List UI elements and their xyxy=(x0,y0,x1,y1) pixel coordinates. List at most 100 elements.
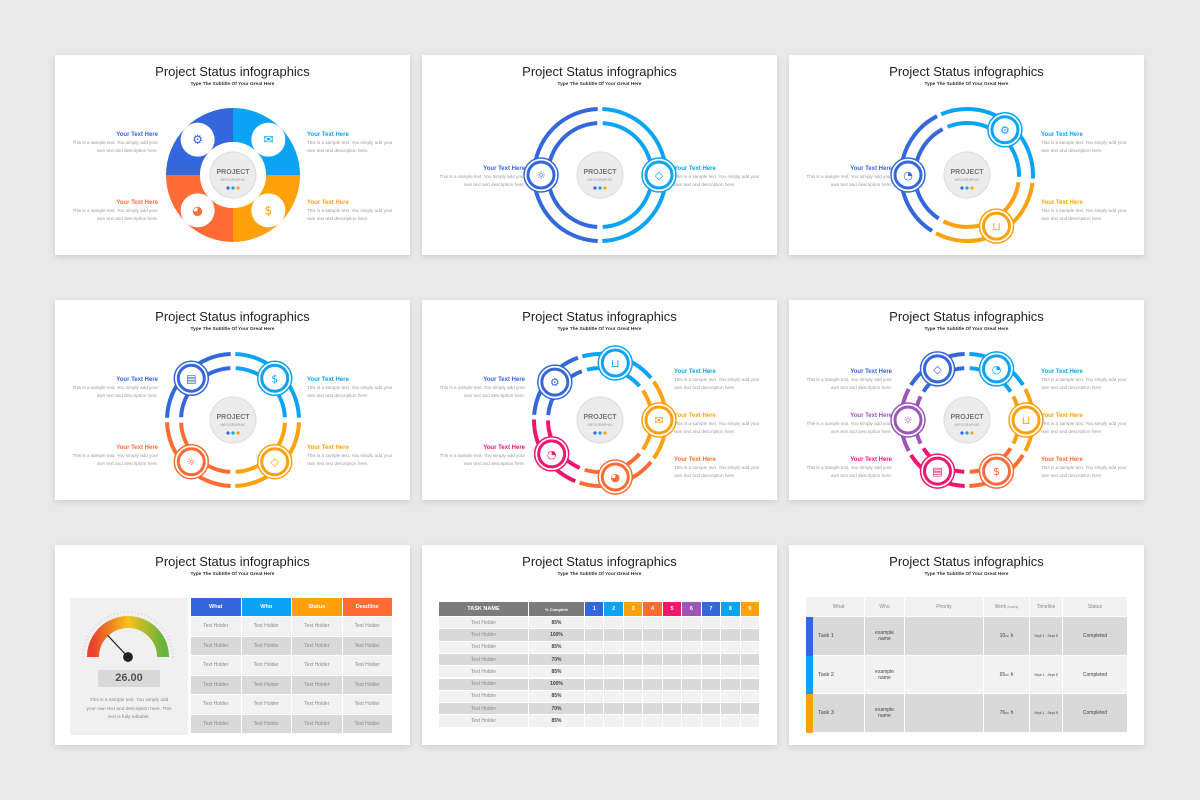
table-cell: Text Holder xyxy=(241,617,292,637)
table-header-who[interactable]: Who xyxy=(241,598,292,617)
timeline-cell xyxy=(662,629,683,642)
node xyxy=(537,439,567,469)
task-name: Task 3 xyxy=(813,694,865,734)
gauge-tick xyxy=(106,615,109,618)
timeline-cell xyxy=(721,629,741,642)
timeline-cell xyxy=(662,617,683,630)
timeline-cell xyxy=(701,703,722,716)
table-cell: Text Holder xyxy=(342,617,393,637)
text-block-description: This is a sample text. You simply add yo… xyxy=(806,174,892,187)
percent-cell: 85% xyxy=(529,715,585,728)
timeline-cell xyxy=(604,678,624,691)
center-title: PROJECT xyxy=(950,169,984,176)
slide-2[interactable]: ☼ ◇ PROJECT INFOGRAPHIC Project Status infog… xyxy=(422,55,777,255)
slide-8[interactable]: Project Status infographics Type The Subt… xyxy=(422,545,777,745)
timeline-cell xyxy=(643,715,663,728)
diamond-icon: ◇ xyxy=(655,169,664,182)
text-block-description: This is a sample text. You simply add yo… xyxy=(806,421,892,434)
text-block-description: This is a sample text. You simply add yo… xyxy=(1041,377,1127,390)
timeline-cell xyxy=(585,690,605,704)
text-block-description: This is a sample text. You simply add yo… xyxy=(806,465,892,478)
center-subtitle: INFOGRAPHIC xyxy=(955,178,980,182)
table-cell: Text Holder xyxy=(292,636,343,656)
center-circle xyxy=(209,396,257,444)
work-value: 76 xyxy=(999,710,1006,717)
diamond-icon: ◇ xyxy=(933,363,942,376)
timeline-cell xyxy=(721,703,741,716)
work-decimal: 00 xyxy=(1005,633,1009,638)
percent-cell: 85% xyxy=(529,666,585,679)
text-block-title: Your Text Here xyxy=(307,200,349,206)
center-subtitle: INFOGRAPHIC xyxy=(955,423,980,427)
text-block-description: This is a sample text. You simply add yo… xyxy=(806,377,892,390)
left-text-block: Your Text Here This is a sample text. You… xyxy=(800,165,892,189)
timeline-cell xyxy=(662,641,683,654)
priority-gauge xyxy=(905,617,984,656)
status-cell: Completed xyxy=(1063,655,1128,695)
timeline-cell xyxy=(604,703,624,716)
mail-icon: ✉ xyxy=(654,414,663,427)
percent-cell: 70% xyxy=(529,703,585,716)
day-column-header: 8 xyxy=(721,602,741,617)
timeline-cell xyxy=(643,617,663,630)
slide-9[interactable]: Project Status infographics Type The Subt… xyxy=(789,545,1144,745)
work-unit-note: (hours) xyxy=(1007,604,1019,609)
left-text-block: Your Text Here This is a sample text. You… xyxy=(66,376,158,400)
timeline-cell xyxy=(662,715,683,728)
text-block-description: This is a sample text. You simply add yo… xyxy=(307,140,393,153)
work-value: 65 xyxy=(999,671,1006,678)
percent-cell: 85% xyxy=(529,690,585,704)
header-label: What xyxy=(832,603,845,610)
node xyxy=(923,354,952,384)
text-block-title: Your Text Here xyxy=(116,445,158,451)
right-text-block: Your Text Here This is a sample text. You… xyxy=(307,131,399,155)
node xyxy=(260,447,290,477)
timeline-cell xyxy=(682,690,702,704)
work-value: 10 xyxy=(999,632,1006,639)
gauge-tick xyxy=(88,632,91,635)
center-dot xyxy=(236,186,240,190)
work-unit: h xyxy=(1010,671,1014,678)
center-dot xyxy=(960,186,964,190)
center-subtitle: INFOGRAPHIC xyxy=(221,178,246,182)
slide-title: Project Status infographics xyxy=(522,64,677,79)
table-header-status[interactable]: Status xyxy=(292,598,343,617)
left-text-block: Your Text Here This is a sample text. You… xyxy=(800,412,892,436)
text-block-title: Your Text Here xyxy=(674,369,716,375)
priority-gauge xyxy=(905,694,984,734)
day-column-header: 1 xyxy=(585,602,605,617)
timeline-cell xyxy=(701,666,722,679)
slide-1[interactable]: ⚙ ✉ $ ◕ PROJECT INFOGRAPHIC Project Status inf… xyxy=(55,55,410,255)
text-block-description: This is a sample text. You simply add yo… xyxy=(72,453,158,466)
slide-7[interactable]: Project Status infographics Type The Subt… xyxy=(55,545,410,745)
slide-3[interactable]: ◔ ⚙ ⊔ PROJECT INFOGRAPHIC Project Status info… xyxy=(789,55,1144,255)
timeline-cell xyxy=(643,653,663,667)
text-block-title: Your Text Here xyxy=(674,413,716,419)
assignee: example name xyxy=(865,617,905,656)
slide-5[interactable]: ⚙ ⊔ ✉ ◕ ◔ PROJECT INFOGRAPHIC Project Status in… xyxy=(422,300,777,500)
task-name: Task 2 xyxy=(813,655,865,695)
timeline-cell xyxy=(662,666,683,679)
center-dot xyxy=(970,186,974,190)
slide-subtitle: Type The Subtitle Of Your Great Here xyxy=(557,327,642,332)
table-header-what[interactable]: What xyxy=(191,598,242,617)
slide-4[interactable]: ▤ $ ◇ ☼ PROJECT INFOGRAPHIC Project Status inf… xyxy=(55,300,410,500)
header-label: Who xyxy=(879,603,890,610)
center-title: PROJECT xyxy=(950,414,984,421)
timeline-cell xyxy=(623,690,644,704)
node xyxy=(260,363,290,393)
table-header-priority: Priority xyxy=(905,597,984,617)
gauge-tick xyxy=(144,614,146,617)
node xyxy=(180,193,215,228)
gauge-tick xyxy=(90,629,93,632)
slide-6[interactable]: ◇ ◔ ⊔ $ ▤ ☼ PROJECT INFOGRAPHIC Project Status i… xyxy=(789,300,1144,500)
gauge-tick xyxy=(161,626,164,629)
timeline-cell xyxy=(682,641,702,654)
task-name-cell: Text Holder xyxy=(439,653,529,667)
header-label: Timeline xyxy=(1036,603,1056,610)
gear-icon: ⚙ xyxy=(1000,124,1010,137)
timeline-cell xyxy=(604,629,624,642)
table-header-deadline[interactable]: Deadline xyxy=(342,598,393,617)
gauge-description: This is a sample text. You simply add yo… xyxy=(86,698,172,720)
right-text-block: Your Text Here This is a sample text. You… xyxy=(674,368,766,392)
